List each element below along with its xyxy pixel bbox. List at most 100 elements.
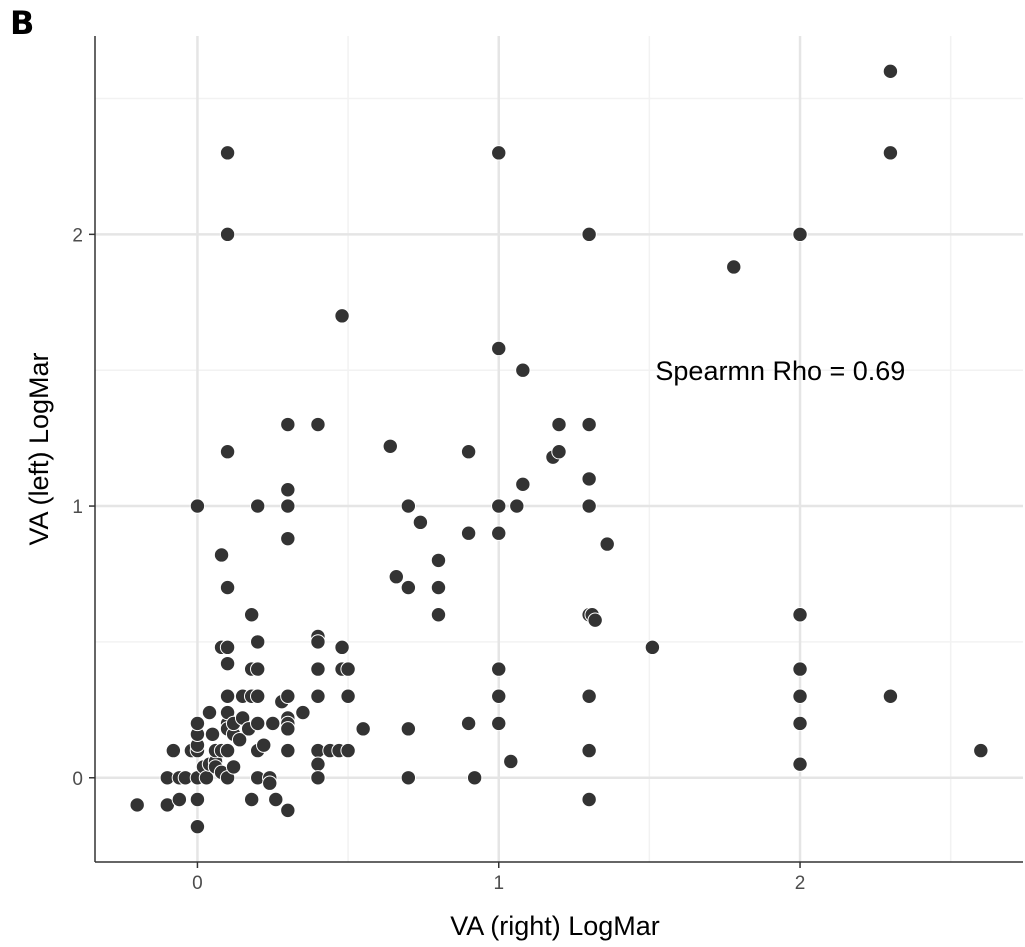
data-point	[219, 688, 236, 704]
data-point	[334, 639, 350, 656]
data-point	[280, 498, 296, 514]
data-point	[792, 607, 808, 623]
y-tick-label: 0	[72, 769, 83, 790]
data-point	[189, 818, 206, 835]
x-tick-label: 2	[795, 873, 806, 894]
data-point	[882, 688, 899, 704]
data-point	[310, 416, 326, 433]
minor-gridlines	[95, 36, 1023, 862]
data-point	[129, 797, 145, 813]
data-point	[792, 661, 808, 677]
data-point	[400, 770, 417, 786]
data-point	[515, 362, 531, 378]
data-point	[243, 607, 260, 623]
data-point	[491, 340, 507, 357]
data-point	[551, 416, 567, 433]
data-point	[882, 145, 899, 161]
data-point	[280, 802, 296, 819]
y-tick-label: 1	[72, 497, 83, 518]
data-point	[400, 721, 417, 737]
data-point	[430, 552, 447, 569]
data-point	[792, 715, 808, 732]
data-point	[792, 688, 808, 704]
data-point	[189, 498, 206, 514]
data-point	[430, 607, 447, 623]
x-tick-label: 1	[493, 873, 504, 894]
x-axis-title: VA (right) LogMar	[450, 911, 660, 941]
data-point	[250, 498, 266, 514]
data-point	[219, 145, 236, 161]
data-point	[400, 579, 417, 596]
data-point	[340, 661, 356, 677]
data-point	[491, 145, 507, 161]
data-point	[581, 416, 597, 433]
data-point	[581, 742, 597, 759]
data-point	[231, 732, 248, 748]
x-tick-label: 0	[192, 873, 203, 894]
data-point	[491, 688, 507, 704]
data-point	[491, 525, 507, 541]
data-point	[219, 742, 236, 759]
data-point	[726, 259, 742, 275]
data-point	[973, 742, 989, 759]
panel-label: B	[10, 4, 35, 42]
data-point	[219, 444, 236, 460]
data-point	[250, 661, 266, 677]
data-point	[201, 704, 218, 721]
data-point	[581, 471, 597, 487]
data-point	[340, 742, 356, 759]
data-point	[280, 688, 296, 704]
data-point	[219, 579, 236, 596]
data-point	[262, 775, 278, 791]
data-point	[280, 416, 296, 433]
data-point	[491, 715, 507, 732]
data-point	[310, 634, 326, 650]
data-point	[225, 759, 242, 775]
data-point	[882, 63, 899, 80]
data-point	[491, 498, 507, 514]
data-point	[792, 756, 808, 772]
data-point	[243, 791, 260, 808]
data-point	[310, 756, 326, 772]
data-point	[219, 655, 236, 672]
data-point	[280, 530, 296, 547]
data-point	[204, 726, 221, 742]
data-point	[355, 721, 371, 737]
data-point	[599, 536, 615, 552]
data-point	[280, 742, 296, 759]
y-tick-label: 2	[72, 225, 83, 246]
data-point	[515, 476, 531, 493]
data-point	[268, 791, 284, 808]
data-point	[466, 770, 483, 786]
spearman-annotation: Spearmn Rho = 0.69	[655, 356, 905, 386]
data-point	[581, 226, 597, 243]
data-point	[295, 704, 311, 721]
y-axis-title: VA (left) LogMar	[24, 352, 54, 545]
data-point	[644, 639, 661, 656]
data-point	[189, 791, 206, 808]
data-point	[340, 688, 356, 704]
data-point	[250, 634, 266, 650]
data-point	[334, 308, 350, 324]
data-point	[400, 498, 417, 514]
data-point	[171, 791, 188, 808]
data-point	[587, 612, 603, 628]
data-point	[509, 498, 525, 514]
data-point	[412, 514, 429, 531]
data-point	[551, 444, 567, 460]
data-point	[503, 753, 519, 770]
y-axis-ticks: 0 1 2	[72, 225, 95, 790]
data-point	[491, 661, 507, 677]
data-point	[430, 579, 447, 596]
data-point	[256, 737, 272, 753]
data-point	[219, 226, 236, 243]
data-point	[165, 742, 182, 759]
data-point	[265, 715, 281, 732]
data-point	[581, 498, 597, 514]
data-point	[250, 715, 266, 732]
data-point	[460, 444, 477, 460]
data-point	[581, 791, 597, 808]
data-point	[280, 482, 296, 498]
data-point	[792, 226, 808, 243]
